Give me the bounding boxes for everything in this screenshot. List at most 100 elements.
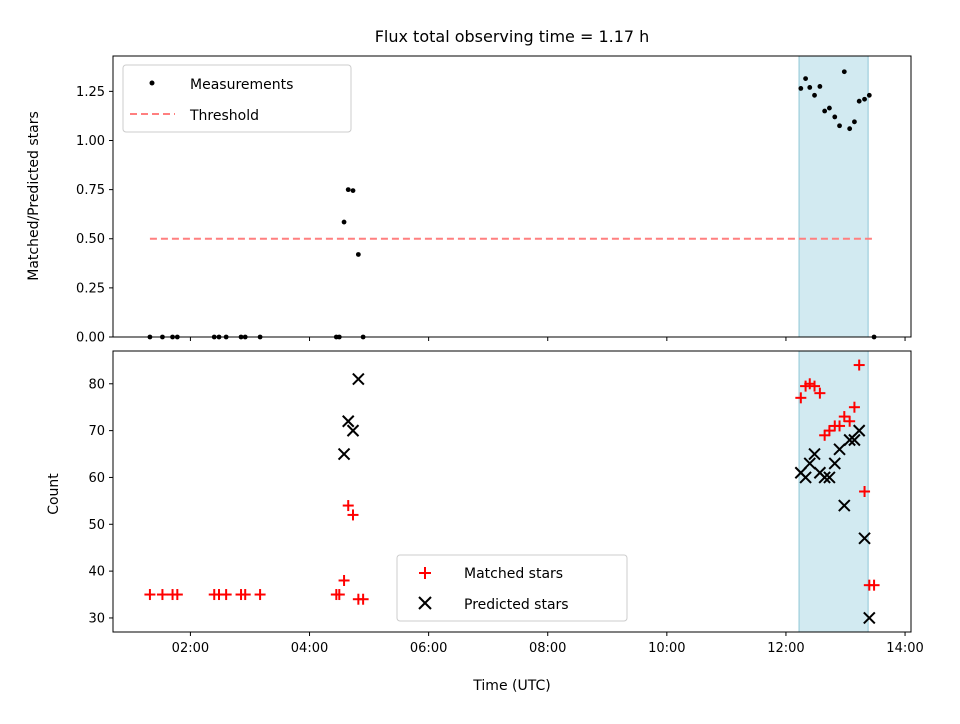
legend-label-matched-stars: Matched stars [464,566,563,582]
legend-x-marker-icon [418,596,432,610]
measurement-point [803,76,808,81]
matched-star-point [819,429,831,441]
predicted-star-point [843,433,856,447]
y-tick-label: 70 [88,424,105,439]
x-tick-label: 14:00 [886,641,923,656]
predicted-star-point [799,471,812,484]
matched-star-point [144,589,156,601]
x-stroke-b [352,372,365,386]
x-stroke-b [346,424,360,437]
matched-star-point [838,411,850,423]
x-tick-label: 10:00 [648,641,685,656]
x-stroke-b [848,433,861,447]
x-stroke-b [337,447,351,461]
matched-star-point [844,415,856,427]
matched-star-point [823,425,835,437]
matched-star-point [868,579,880,591]
measurement-point [827,105,832,111]
matched-star-point [357,593,369,605]
x-stroke-b [833,443,846,456]
predicted-star-point [346,424,360,437]
highlight-span-top [798,55,869,338]
x-stroke-b [342,415,355,428]
matched-star-point [814,387,826,399]
matched-star-point [347,509,359,521]
y-tick-label: 50 [88,518,105,533]
y-tick-label: 0.50 [76,232,105,247]
x-axis-label: Time (UTC) [472,678,550,694]
x-tick-label: 02:00 [172,641,209,656]
x-stroke-b [808,447,821,461]
matched-star-point [239,589,251,601]
x-stroke-b [818,471,831,484]
matched-star-point [171,589,183,601]
y-tick-label: 1.25 [76,85,105,100]
predicted-star-point [818,471,831,484]
measurement-point [862,96,867,102]
top-legend: Measurements Threshold [122,64,352,133]
matched-star-point [809,380,821,392]
y-tick-label: 1.00 [76,134,105,149]
y-tick-label: 30 [88,611,105,626]
bottom-legend: Matched stars Predicted stars [396,554,628,622]
matched-star-point [254,589,266,601]
measurement-point [817,84,823,89]
predicted-star-point [337,447,351,461]
matched-star-point [853,359,865,371]
matched-star-point [156,589,168,601]
matched-star-point [834,420,846,432]
predicted-star-point [823,471,836,484]
x-stroke-b [858,532,871,545]
measurement-point [822,108,828,114]
measurement-point [798,86,804,91]
measurement-point [350,188,356,194]
y-tick-label: 0.25 [76,281,105,296]
x-stroke-b [838,499,851,512]
x-stroke-b [863,611,876,625]
measurement-point [807,85,813,90]
highlight-span-bottom [798,350,869,633]
legend-label-measurements: Measurements [190,77,293,93]
y-tick-label: 40 [88,565,105,580]
bottom-plot-frame [112,350,912,633]
predicted-star-point [808,447,821,461]
predicted-star-point [863,611,876,625]
x-stroke-b [799,471,812,484]
predicted-star-point [848,433,861,447]
x-stroke-b [852,424,866,437]
measurement-point [345,187,351,193]
predicted-star-point [858,532,871,545]
measurement-point [341,219,347,225]
y-tick-label: 60 [88,471,105,486]
matched-star-point [848,401,860,413]
predicted-star-point [852,424,866,437]
top-y-axis-label: Matched/Predicted stars [26,111,42,281]
measurement-point [837,123,842,129]
x-tick-label: 06:00 [410,641,447,656]
matched-star-point [804,378,816,390]
measurement-point [812,92,817,98]
x-stroke-b [843,433,856,447]
measurement-point [832,114,838,120]
matched-star-point [342,500,354,512]
measurement-point [841,69,847,75]
legend-label-threshold: Threshold [189,108,259,124]
top-plot-frame [112,55,912,338]
predicted-star-point [828,457,841,470]
y-tick-label: 0.00 [76,331,105,346]
top-panel: 0.00 0.25 0.50 0.75 1.00 1.25 Matched/Predict… [26,55,912,346]
predicted-star-point [352,372,365,386]
legend-label-predicted-stars: Predicted stars [464,597,569,613]
predicted-star-point [803,457,816,470]
y-tick-label: 0.75 [76,183,105,198]
measurement-point [852,119,857,125]
bottom-y-axis-label: Count [46,473,62,515]
x-stroke-b [823,471,836,484]
matched-star-point [333,589,345,601]
y-tick-label: 80 [88,377,105,392]
matched-star-point [338,574,350,586]
predicted-star-point [838,499,851,512]
matched-star-point [220,589,232,601]
measurement-point [856,98,862,104]
